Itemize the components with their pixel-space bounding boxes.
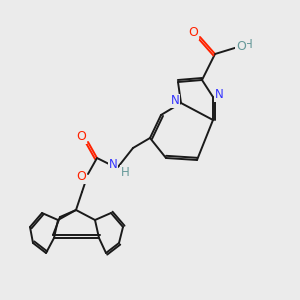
Text: N: N <box>171 94 179 107</box>
Text: H: H <box>244 38 252 52</box>
Text: O: O <box>236 40 246 52</box>
Text: N: N <box>109 158 117 172</box>
Text: N: N <box>214 88 224 101</box>
Text: O: O <box>188 26 198 40</box>
Text: H: H <box>121 166 129 178</box>
Text: O: O <box>76 130 86 143</box>
Text: O: O <box>76 170 86 184</box>
